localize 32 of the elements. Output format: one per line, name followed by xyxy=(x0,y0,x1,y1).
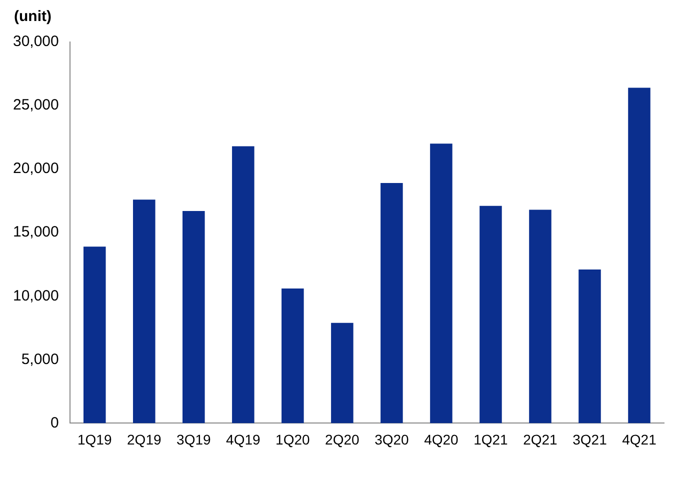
bar xyxy=(430,144,452,424)
bar xyxy=(331,322,354,424)
y-tick-label: 15,000 xyxy=(12,224,59,241)
y-tick-label: 5,000 xyxy=(21,350,59,368)
bar xyxy=(628,88,650,424)
x-tick-label: 4Q21 xyxy=(622,431,657,448)
x-tick-label: 1Q21 xyxy=(474,431,508,448)
x-tick-label: 2Q19 xyxy=(127,431,162,448)
bar xyxy=(480,206,502,424)
x-tick-label: 1Q20 xyxy=(276,431,310,448)
y-tick-label: 20,000 xyxy=(12,160,59,178)
x-tick-label: 1Q19 xyxy=(78,431,112,448)
x-tick-label: 3Q19 xyxy=(176,431,211,448)
bar xyxy=(182,211,205,424)
y-tick-label: 25,000 xyxy=(12,96,59,114)
y-tick-label: 0 xyxy=(50,414,59,432)
x-tick-label: 3Q21 xyxy=(572,431,608,448)
x-tick-label: 4Q19 xyxy=(226,431,260,448)
bar xyxy=(83,246,106,424)
bar xyxy=(232,146,254,424)
x-tick-label: 2Q20 xyxy=(325,431,360,448)
bar xyxy=(282,288,304,424)
y-tick-label: 10,000 xyxy=(12,287,59,304)
x-tick-label: 2Q21 xyxy=(523,431,558,448)
bar xyxy=(529,210,552,424)
y-axis-title: (unit) xyxy=(14,8,52,25)
y-tick-label: 30,000 xyxy=(12,33,59,50)
x-tick-label: 4Q20 xyxy=(424,431,459,448)
bar xyxy=(380,183,403,424)
bar xyxy=(133,200,156,424)
bar xyxy=(578,269,601,424)
x-tick-label: 3Q20 xyxy=(374,431,410,448)
